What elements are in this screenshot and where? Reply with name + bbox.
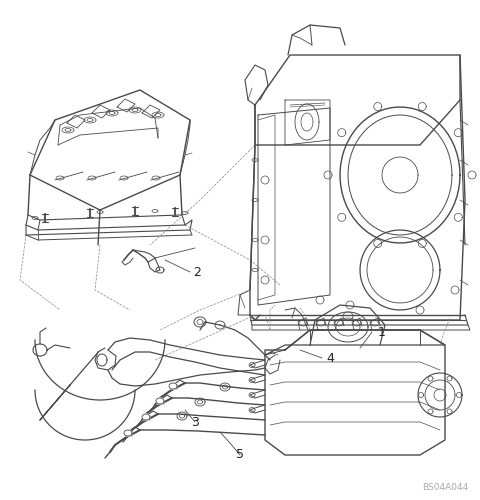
Text: 1: 1 — [378, 326, 386, 338]
Polygon shape — [169, 383, 177, 389]
Text: 4: 4 — [326, 352, 334, 364]
Text: 5: 5 — [236, 448, 244, 462]
Text: 3: 3 — [191, 416, 199, 428]
Text: BS04A044: BS04A044 — [422, 483, 468, 492]
Polygon shape — [124, 430, 132, 436]
Text: 2: 2 — [193, 266, 201, 278]
Polygon shape — [142, 414, 150, 420]
Polygon shape — [156, 398, 164, 404]
